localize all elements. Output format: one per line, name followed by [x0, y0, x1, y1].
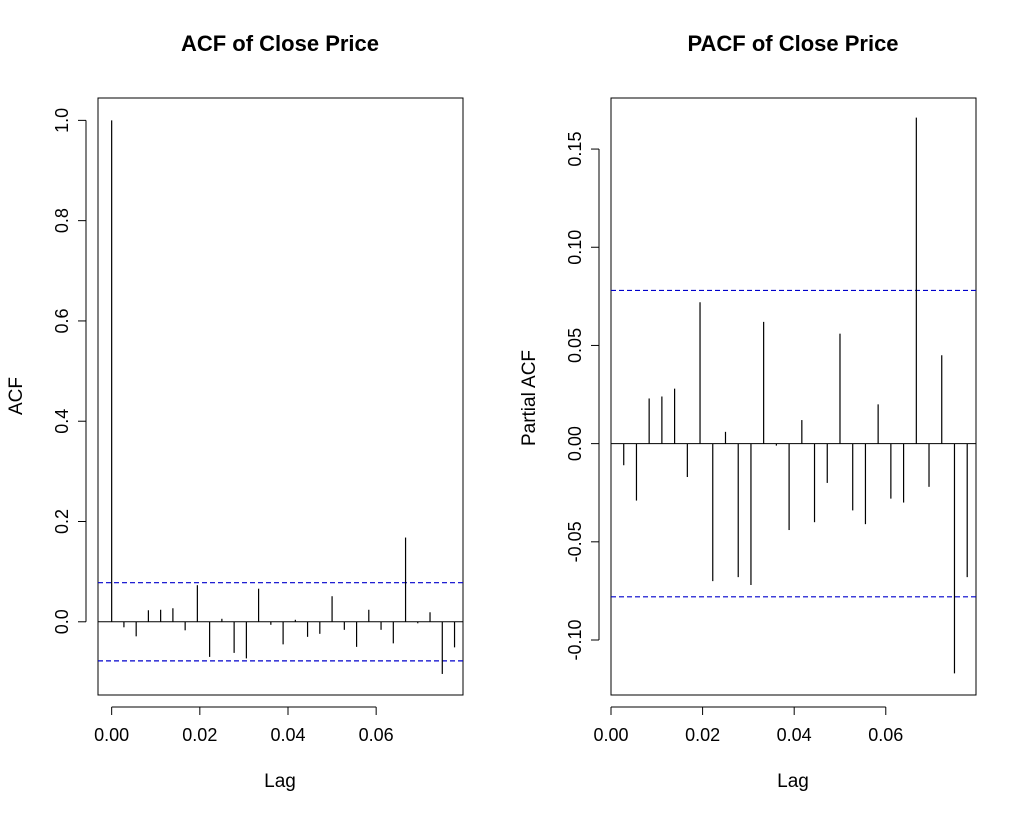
acf-plot-frame [97, 97, 464, 696]
acf-y-tick-label: 0.6 [52, 308, 72, 333]
acf-x-tick-label: 0.04 [270, 725, 305, 745]
pacf-x-tick-label: 0.02 [685, 725, 720, 745]
pacf-panel: PACF of Close Price 0.00 0.02 0.04 0.06 -0.… [519, 31, 977, 792]
pacf-y-tick-label: 0.05 [565, 328, 585, 363]
pacf-y-tick-label: 0.15 [565, 132, 585, 167]
pacf-x-tick-label: 0.00 [593, 725, 628, 745]
pacf-plot-frame [610, 97, 977, 696]
pacf-y-label: Partial ACF [519, 350, 540, 446]
acf-y-tick-label: 0.8 [52, 208, 72, 233]
acf-title: ACF of Close Price [181, 31, 379, 56]
pacf-x-tick-label: 0.06 [868, 725, 903, 745]
acf-x-axis: 0.00 0.02 0.04 0.06 [94, 706, 394, 745]
pacf-confidence-bounds [611, 289, 976, 598]
pacf-y-axis: -0.10 -0.05 0.00 0.05 0.10 0.15 [565, 132, 600, 661]
pacf-y-tick-label: 0.10 [565, 230, 585, 265]
acf-y-label: ACF [6, 377, 27, 415]
pacf-x-label: Lag [777, 771, 809, 792]
acf-y-tick-label: 0.0 [52, 609, 72, 634]
pacf-title: PACF of Close Price [687, 31, 898, 56]
pacf-y-tick-label: -0.10 [565, 619, 585, 660]
acf-y-tick-label: 0.2 [52, 509, 72, 534]
acf-y-axis: 0.0 0.2 0.4 0.6 0.8 1.0 [52, 108, 87, 634]
pacf-bars [623, 117, 968, 674]
acf-bars [111, 120, 456, 674]
pacf-y-tick-label: -0.05 [565, 521, 585, 562]
acf-y-tick-label: 1.0 [52, 108, 72, 133]
acf-x-label: Lag [264, 771, 296, 792]
pacf-x-axis: 0.00 0.02 0.04 0.06 [593, 706, 903, 745]
acf-confidence-bounds [98, 582, 463, 662]
pacf-x-tick-label: 0.04 [777, 725, 812, 745]
acf-x-tick-label: 0.06 [359, 725, 394, 745]
acf-panel: ACF of Close Price 0.00 0.02 0.04 0.06 0.00… [6, 31, 464, 792]
acf-x-tick-label: 0.02 [182, 725, 217, 745]
acf-x-tick-label: 0.00 [94, 725, 129, 745]
acf-y-tick-label: 0.4 [52, 409, 72, 434]
pacf-y-tick-label: 0.00 [565, 426, 585, 461]
